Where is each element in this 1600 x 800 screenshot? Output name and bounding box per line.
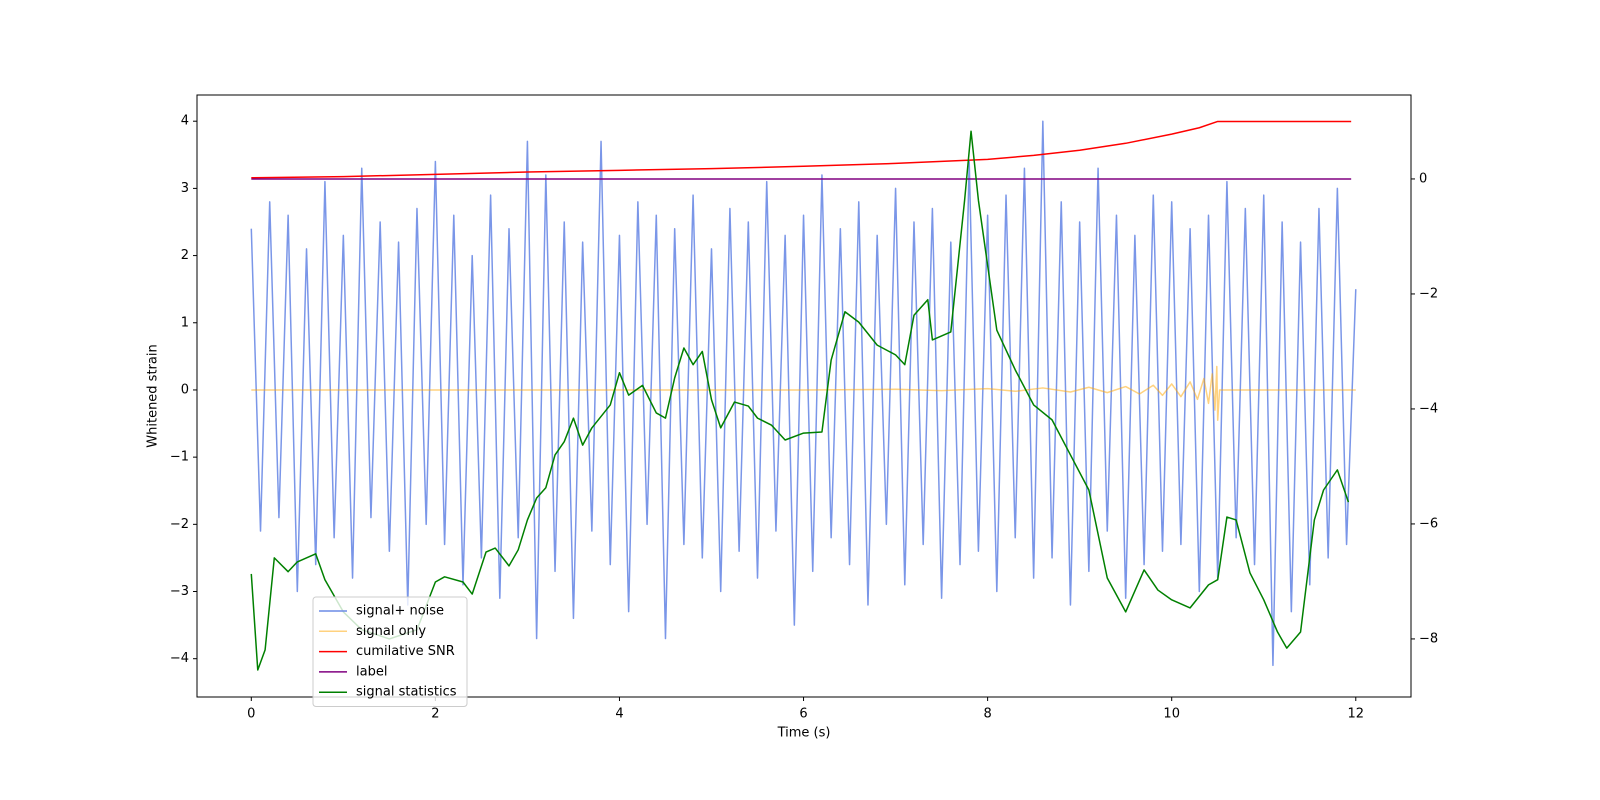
y-axis-label: Whitened strain bbox=[146, 344, 161, 447]
plot-area bbox=[250, 120, 1357, 671]
legend-label: label bbox=[356, 664, 387, 679]
x-axis-label: Time (s) bbox=[777, 726, 831, 741]
legend-label: signal statistics bbox=[356, 685, 457, 700]
series-line bbox=[251, 365, 1356, 421]
y2-tick-label: −8 bbox=[1419, 631, 1438, 646]
y-tick-label: −4 bbox=[170, 651, 189, 666]
x-tick-label: 12 bbox=[1348, 707, 1365, 722]
y-tick-label: −2 bbox=[170, 517, 189, 532]
legend-box bbox=[312, 596, 468, 707]
legend-label: signal+ noise bbox=[356, 604, 444, 619]
x-tick-label: 6 bbox=[799, 707, 807, 722]
y2-tick-label: −4 bbox=[1419, 401, 1438, 416]
plot-frame bbox=[196, 94, 1412, 698]
y2-tick-label: −6 bbox=[1419, 516, 1438, 531]
y-tick-label: 2 bbox=[181, 248, 189, 263]
series-line bbox=[250, 120, 1357, 667]
x-tick-label: 2 bbox=[431, 707, 439, 722]
y-tick-label: 1 bbox=[181, 315, 189, 330]
series-line bbox=[251, 120, 1352, 179]
y2-tick-label: 0 bbox=[1419, 171, 1427, 186]
x-tick-label: 0 bbox=[247, 707, 255, 722]
legend-label: cumilative SNR bbox=[356, 644, 455, 659]
x-tick-label: 10 bbox=[1163, 707, 1180, 722]
y2-tick-label: −2 bbox=[1419, 286, 1438, 301]
legend-label: signal only bbox=[356, 624, 426, 639]
y-tick-label: −1 bbox=[170, 450, 189, 465]
y-tick-label: −3 bbox=[170, 584, 189, 599]
y-tick-label: 4 bbox=[181, 114, 189, 129]
x-tick-label: 4 bbox=[615, 707, 623, 722]
legend: signal+ noise signal only cumilative SNR la… bbox=[312, 596, 468, 707]
x-tick-label: 8 bbox=[983, 707, 991, 722]
y-tick-label: 3 bbox=[181, 181, 189, 196]
y-tick-label: 0 bbox=[181, 382, 189, 397]
series-line bbox=[250, 130, 1350, 671]
